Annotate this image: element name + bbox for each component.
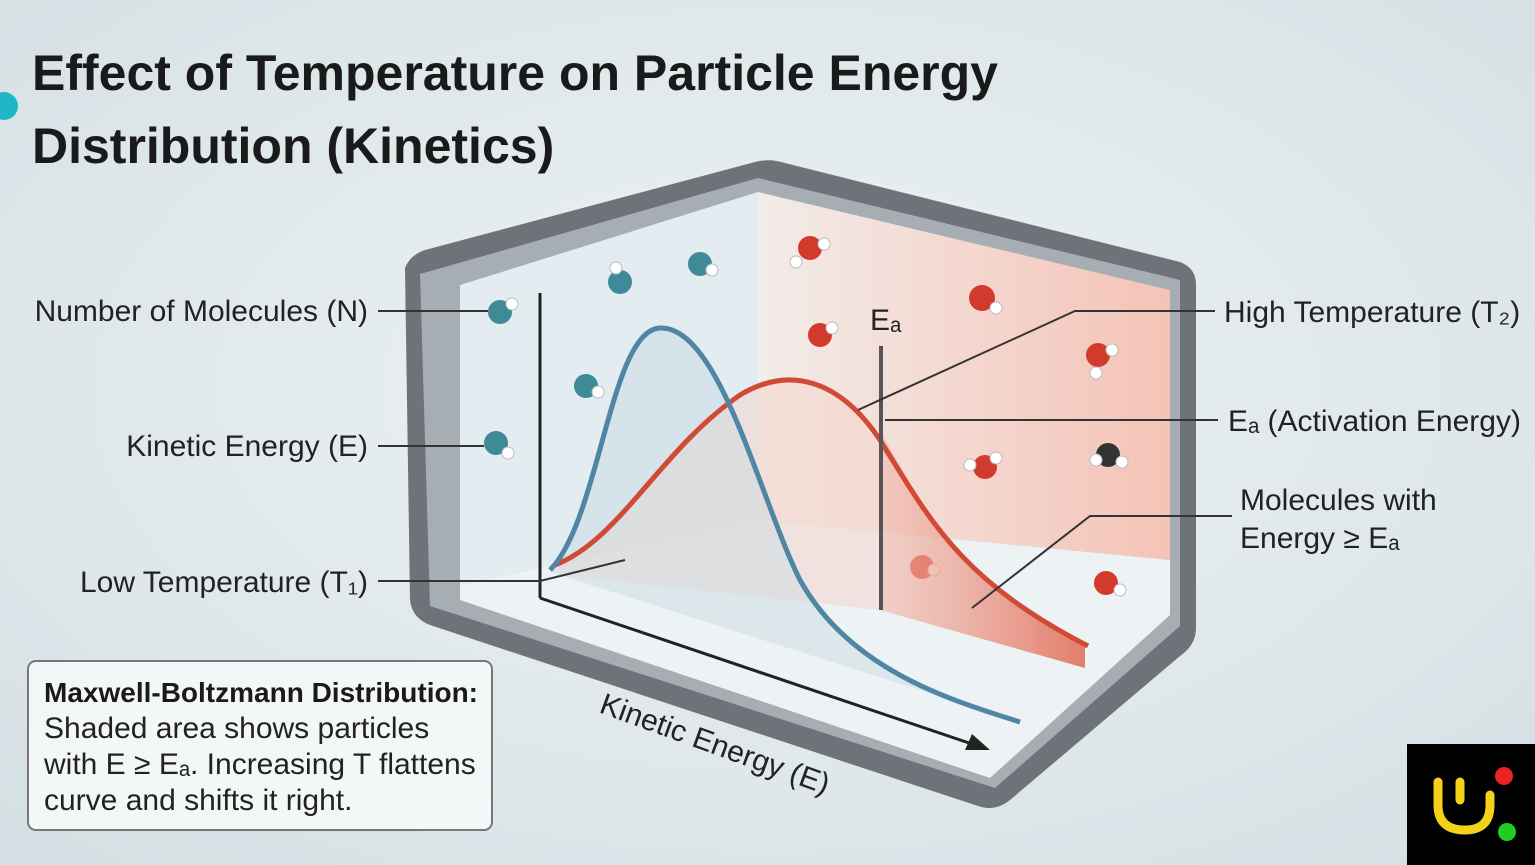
molecules xyxy=(484,236,1129,597)
x-axis xyxy=(539,596,976,747)
high-temperature-curve xyxy=(554,377,1090,649)
left-label: Number of Molecules (N) xyxy=(35,295,368,328)
info-heading: Maxwell-Boltzmann Distribution: xyxy=(44,677,478,708)
title-line: Effect of Temperature on Particle Energy xyxy=(32,45,998,101)
ea-marker: Eₐ xyxy=(870,304,902,337)
title-line: Distribution (Kinetics) xyxy=(32,118,554,174)
low-temperature-curve xyxy=(548,325,1021,725)
right-label: High Temperature (T₂) xyxy=(1224,296,1520,329)
right-label: Eₐ (Activation Energy) xyxy=(1228,405,1521,438)
axis-arrow xyxy=(965,734,990,750)
leader-line xyxy=(378,559,626,582)
info-line: Shaded area shows particles xyxy=(44,712,429,745)
shaded-label: Molecules with xyxy=(1240,484,1437,517)
left-label: Low Temperature (T₁) xyxy=(80,566,368,599)
accent-dot xyxy=(0,92,18,120)
leader-line xyxy=(857,310,1215,411)
left-label: Kinetic Energy (E) xyxy=(126,430,368,463)
info-line: curve and shifts it right. xyxy=(44,784,352,817)
info-line: with E ≥ Eₐ. Increasing T flattens xyxy=(43,748,476,781)
info-box: Maxwell-Boltzmann Distribution: Shaded a… xyxy=(27,660,493,831)
logo xyxy=(1407,744,1535,865)
shaded-label: Energy ≥ Eₐ xyxy=(1240,522,1400,555)
leader-line xyxy=(971,515,1232,609)
